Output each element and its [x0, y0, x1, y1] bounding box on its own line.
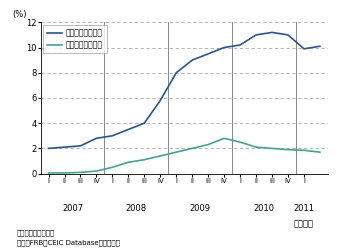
Text: 資料：FRB、CEIC Databaseから作成。: 資料：FRB、CEIC Databaseから作成。: [17, 240, 120, 247]
住宅ローン貸倒率: [286, 148, 290, 151]
住宅ローン延滞率: [302, 47, 306, 50]
住宅ローン貸倒率: [238, 141, 242, 144]
住宅ローン延滞率: [47, 147, 51, 150]
Text: 備考：季節調整値。: 備考：季節調整値。: [17, 229, 55, 236]
Line: 住宅ローン貸倒率: 住宅ローン貸倒率: [49, 138, 320, 173]
住宅ローン延滞率: [270, 31, 274, 34]
Text: 2010: 2010: [254, 204, 274, 213]
住宅ローン貸倒率: [174, 151, 178, 154]
住宅ローン延滞率: [190, 59, 194, 62]
住宅ローン延滞率: [286, 33, 290, 36]
住宅ローン貸倒率: [47, 171, 51, 174]
住宅ローン貸倒率: [254, 146, 258, 149]
住宅ローン貸倒率: [190, 147, 194, 150]
住宅ローン貸倒率: [222, 137, 226, 140]
住宅ローン延滞率: [254, 33, 258, 36]
Line: 住宅ローン延滞率: 住宅ローン延滞率: [49, 32, 320, 148]
Legend: 住宅ローン延滞率, 住宅ローン貸倒率: 住宅ローン延滞率, 住宅ローン貸倒率: [43, 25, 106, 53]
住宅ローン延滞率: [94, 137, 98, 140]
住宅ローン延滞率: [110, 134, 114, 137]
住宅ローン延滞率: [222, 46, 226, 49]
Text: 2009: 2009: [190, 204, 211, 213]
住宅ローン貸倒率: [206, 143, 210, 146]
住宅ローン延滞率: [142, 122, 146, 125]
Text: （年期）: （年期）: [294, 219, 314, 228]
住宅ローン延滞率: [318, 45, 322, 48]
住宅ローン貸倒率: [94, 170, 98, 173]
Text: 2007: 2007: [62, 204, 83, 213]
住宅ローン延滞率: [238, 44, 242, 47]
住宅ローン延滞率: [63, 146, 67, 149]
住宅ローン貸倒率: [302, 149, 306, 152]
住宅ローン貸倒率: [158, 155, 162, 157]
住宅ローン貸倒率: [270, 147, 274, 150]
住宅ローン延滞率: [158, 99, 162, 102]
住宅ローン貸倒率: [142, 158, 146, 161]
Text: 2011: 2011: [293, 204, 314, 213]
住宅ローン延滞率: [174, 71, 178, 74]
住宅ローン貸倒率: [126, 161, 130, 164]
住宅ローン貸倒率: [318, 151, 322, 154]
Text: (%): (%): [12, 10, 26, 19]
住宅ローン貸倒率: [78, 171, 82, 174]
住宅ローン貸倒率: [63, 171, 67, 174]
住宅ローン延滞率: [206, 52, 210, 55]
住宅ローン延滞率: [78, 144, 82, 147]
住宅ローン貸倒率: [110, 166, 114, 169]
住宅ローン延滞率: [126, 128, 130, 131]
Text: 2008: 2008: [126, 204, 147, 213]
